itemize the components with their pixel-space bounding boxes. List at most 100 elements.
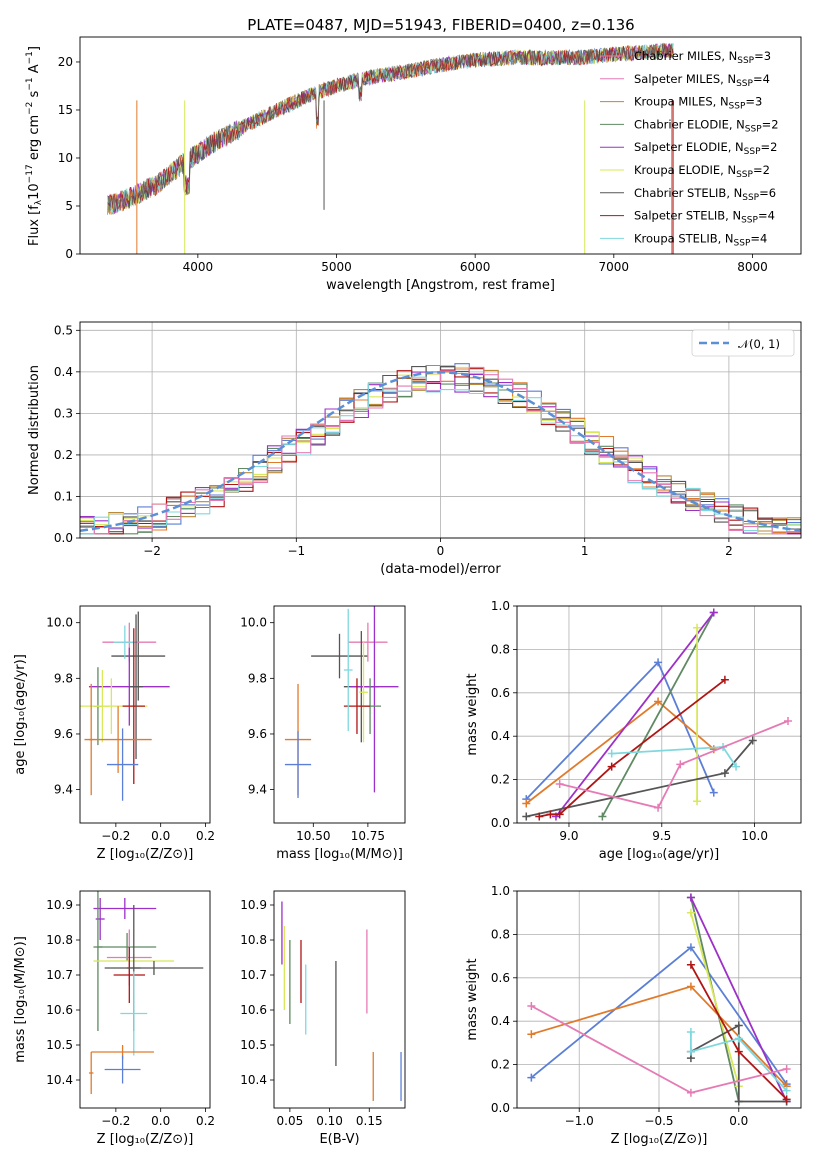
y-tick-label: 0.6 (491, 971, 510, 985)
y-label-part: Flux [f (27, 205, 42, 246)
y-tick-label: 10 (58, 151, 73, 165)
legend-label: Kroupa STELIB, NSSP=4 (634, 231, 767, 248)
x-tick-label: 0.0 (729, 1114, 748, 1128)
series-marker (782, 1064, 791, 1073)
series-marker (598, 812, 607, 821)
series-marker (782, 1095, 791, 1104)
legend-label: Salpeter MILES, NSSP=4 (634, 72, 770, 89)
mass-vs-metallicity-panel: −0.2 0.0 0.2 10.4 10.5 10.6 10.7 10.8 10.9 Z [log… (13, 890, 215, 1147)
legend-val: =2 (753, 163, 770, 177)
series-line (555, 611, 715, 818)
y-axis-label: Flux [fλ10−17 erg cm−2 s−1 A−1] (25, 46, 44, 246)
x-tick-label: −2 (143, 544, 161, 558)
axes-frame (79, 890, 211, 1109)
y-axis-label: mass weight (465, 673, 480, 755)
series-marker (527, 1002, 536, 1011)
legend-label: Chabrier MILES, NSSP=3 (634, 49, 771, 66)
y-axis-label: mass [log₁₀(M/M⊙)] (13, 936, 28, 1063)
legend-sub: SSP (729, 102, 746, 112)
series-marker (748, 736, 757, 745)
y-label-part: ] (27, 46, 42, 51)
series-marker (527, 1030, 536, 1039)
y-tick-label: 0.8 (491, 642, 510, 656)
y-tick-label: 0.3 (54, 406, 73, 420)
y-tick-label: 5 (65, 199, 73, 213)
x-tick-label: 7000 (599, 260, 630, 274)
legend-text: Kroupa MILES, N (634, 95, 729, 109)
legend-text: Salpeter MILES, N (634, 72, 736, 86)
series-line (690, 1032, 788, 1092)
series-marker (676, 760, 685, 769)
series-marker (732, 762, 741, 771)
x-tick-label: 0.0 (151, 1114, 170, 1128)
y-tick-label: 0 (65, 247, 73, 261)
x-tick-label: 5000 (321, 260, 352, 274)
y-tick-label: 0.0 (54, 531, 73, 545)
y-tick-label: 15 (58, 103, 73, 117)
y-tick-label: 0.8 (491, 927, 510, 941)
legend-text: Chabrier MILES, N (634, 49, 737, 63)
y-label-part: λ (34, 199, 44, 205)
legend-val: =3 (754, 49, 771, 63)
series-marker (720, 769, 729, 778)
x-tick-label: 0.10 (316, 1114, 343, 1128)
y-tick-label: 10.5 (240, 1038, 267, 1052)
axes-frame (273, 890, 406, 1109)
y-tick-label: 10.6 (240, 1003, 267, 1017)
x-tick-label: 8000 (737, 260, 768, 274)
figure-title: PLATE=0487, MJD=51943, FIBERID=0400, z=0… (247, 16, 634, 34)
y-label-part: −1 (25, 77, 35, 90)
y-tick-label: 10.0 (240, 616, 267, 630)
y-tick-label: 0.0 (491, 816, 510, 830)
x-axis-label: (data-model)/error (380, 562, 501, 577)
series-marker (654, 697, 663, 706)
y-tick-label: 10.7 (240, 968, 267, 982)
series-marker (709, 788, 718, 797)
legend-label: Salpeter STELIB, NSSP=4 (634, 209, 775, 226)
legend-val: =4 (758, 209, 775, 223)
x-tick-label: 0.2 (196, 829, 215, 843)
legend-sub: SSP (736, 170, 753, 180)
series-line (690, 897, 788, 1102)
y-tick-label: 9.4 (248, 783, 267, 797)
histogram-step (80, 376, 801, 535)
legend-text: Kroupa STELIB, N (634, 231, 734, 245)
plot-area (281, 901, 402, 1101)
y-tick-label: 10.8 (46, 933, 73, 947)
series-marker (555, 779, 564, 788)
legend-sub: SSP (741, 216, 758, 226)
series-marker (734, 1021, 743, 1030)
series-line (690, 912, 740, 1087)
y-tick-label: 10.9 (46, 898, 73, 912)
x-tick-label: 2 (725, 544, 733, 558)
spectrum-panel: 4000 5000 6000 7000 8000 0 5 10 15 20 wavelength [… (25, 36, 802, 293)
series-marker (686, 960, 695, 969)
plot-area (522, 608, 793, 821)
y-tick-label: 10.6 (46, 1003, 73, 1017)
x-tick-label: 10.0 (741, 829, 768, 843)
series-marker (546, 810, 555, 819)
legend-sub: SSP (744, 147, 761, 157)
y-tick-label: 0.0 (491, 1101, 510, 1115)
plot-area (88, 891, 204, 1094)
legend-sub: SSP (737, 56, 754, 66)
y-tick-label: 0.4 (491, 729, 510, 743)
y-tick-label: 10.7 (46, 968, 73, 982)
series-marker (522, 799, 531, 808)
x-axis-label: Z [log₁₀(Z/Z⊙)] (97, 847, 194, 862)
series-marker (693, 623, 702, 632)
y-tick-label: 10.4 (46, 1073, 73, 1087)
legend-label: Chabrier STELIB, NSSP=6 (634, 186, 776, 203)
spectrum-series-line (107, 43, 674, 215)
x-axis-label: E(B-V) (319, 1132, 359, 1147)
x-tick-label: 0.0 (151, 829, 170, 843)
x-axis-label: mass [log₁₀(M/M⊙)] (276, 847, 403, 862)
y-axis-label: mass weight (465, 958, 480, 1040)
legend-sub: SSP (734, 238, 751, 248)
legend-label: Chabrier ELODIE, NSSP=2 (634, 117, 779, 134)
series-marker (734, 1097, 743, 1106)
y-tick-label: 0.6 (491, 686, 510, 700)
residual-histogram-panel: −2 −1 0 1 2 0.0 0.1 0.2 0.3 0.4 0.5 (data-model)/er… (27, 321, 802, 577)
y-tick-label: 0.2 (54, 448, 73, 462)
histogram-step (80, 366, 801, 535)
